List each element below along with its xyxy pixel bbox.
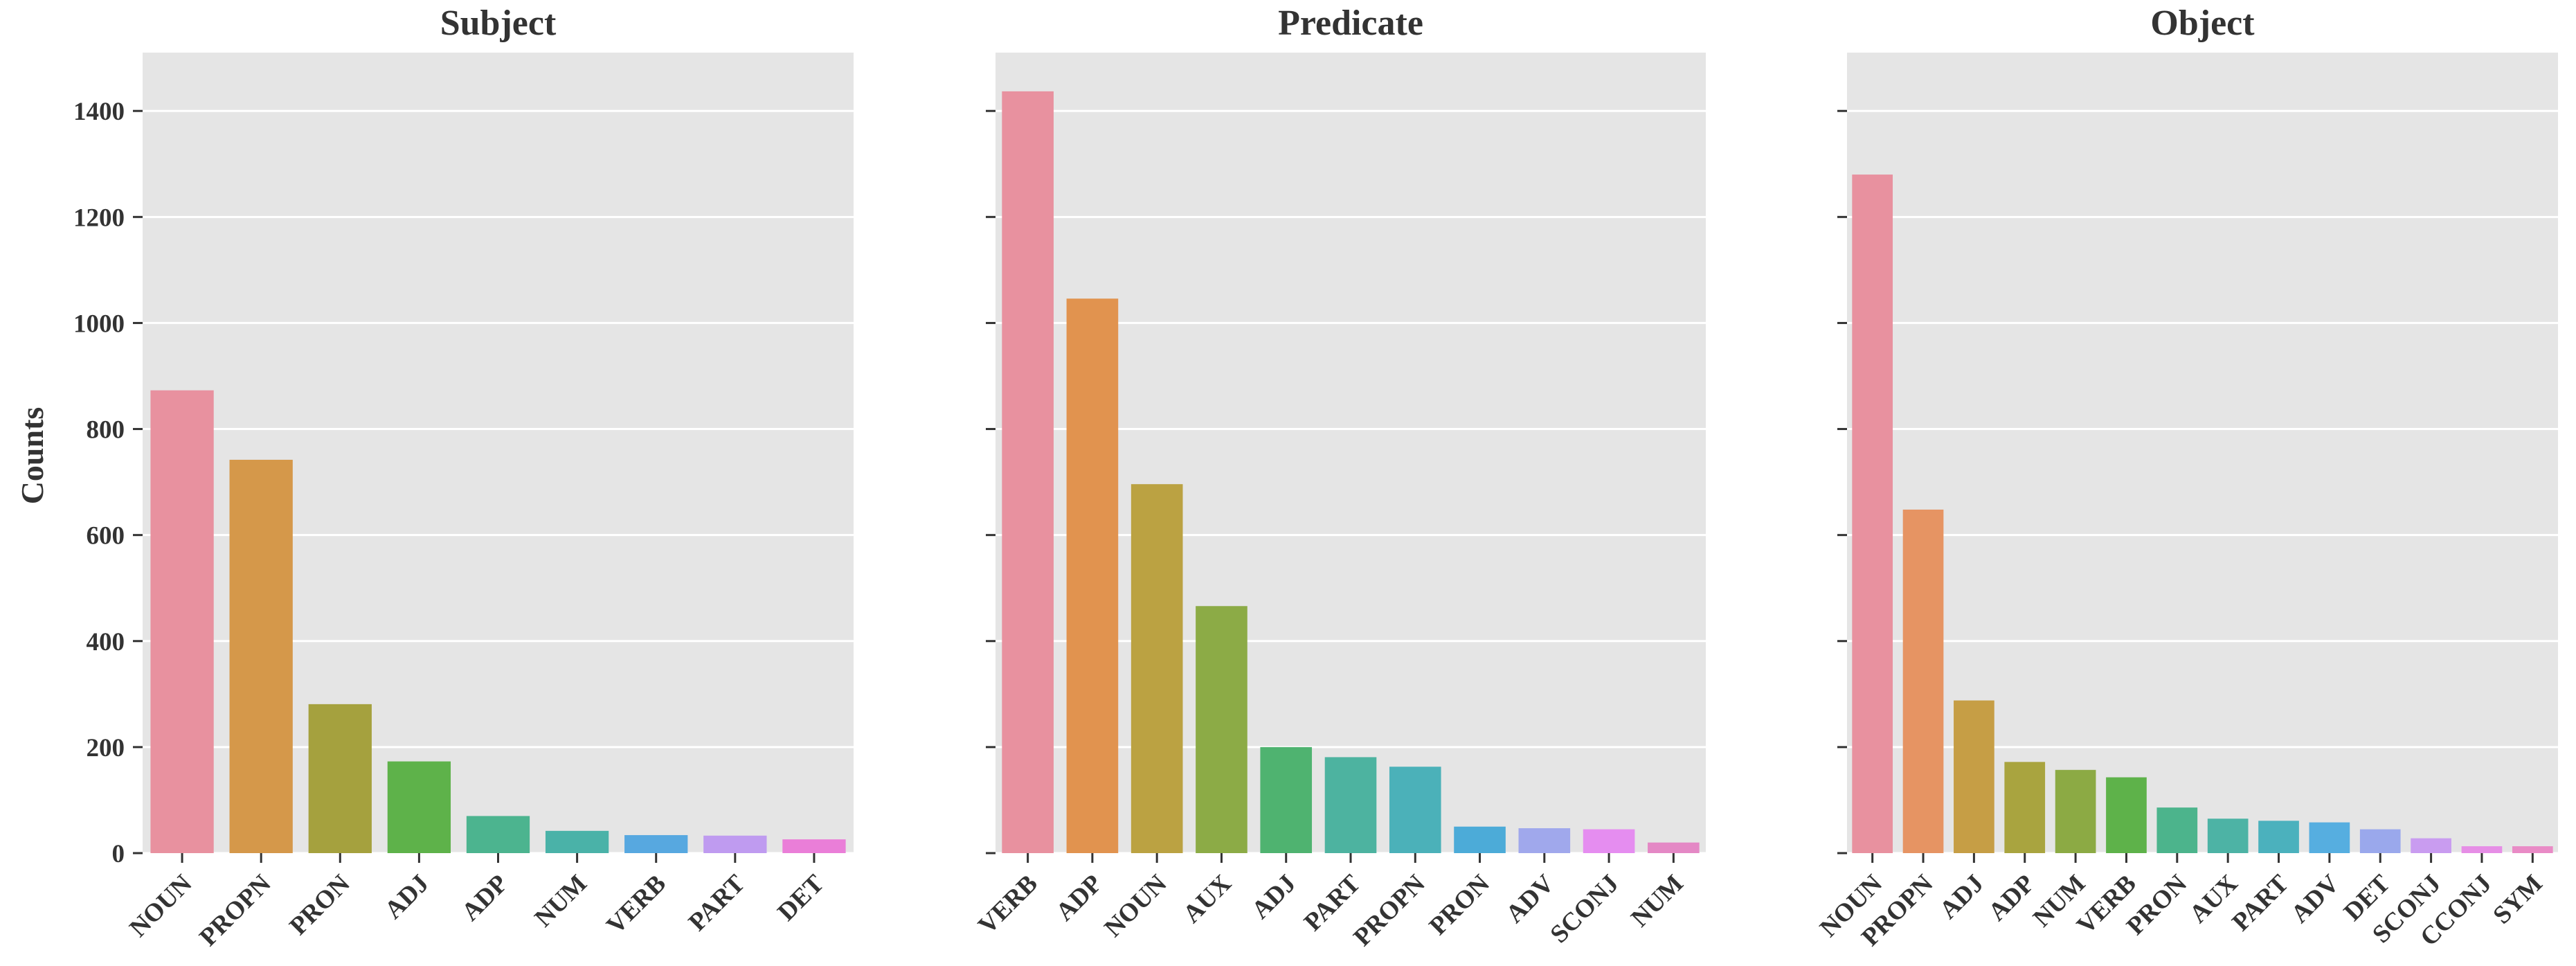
x-tick-label: AUX: [1178, 869, 1237, 929]
bar-verb: [624, 834, 688, 853]
x-tick-label: VERB: [973, 869, 1043, 940]
x-tick-label: ADP: [1051, 869, 1108, 927]
bar-adp: [1066, 298, 1119, 853]
x-tick-label: NUM: [1625, 869, 1688, 932]
y-tick-label: 0: [112, 840, 125, 868]
chart-panel-object: ObjectNOUNPROPNADJADPNUMVERBPRONAUXPARTA…: [1814, 3, 2558, 951]
x-tick-label: ADP: [456, 869, 514, 927]
bar-adj: [1954, 700, 1994, 853]
bar-pron: [1454, 826, 1506, 853]
y-tick-label: 1000: [73, 310, 125, 338]
bar-aux: [1196, 606, 1248, 853]
x-tick-label: SCONJ: [1545, 869, 1625, 949]
bar-part: [703, 835, 767, 853]
bar-part: [1324, 757, 1377, 853]
bar-det: [2359, 829, 2401, 853]
bar-propn: [1902, 509, 1944, 853]
bar-det: [782, 839, 846, 853]
bar-verb: [1002, 91, 1054, 853]
chart-panels: 0200400600800100012001400SubjectNOUNPROP…: [73, 3, 2558, 951]
bar-noun: [150, 390, 214, 853]
x-tick-label: SYM: [2488, 869, 2548, 929]
y-tick-label: 400: [87, 628, 125, 656]
x-tick-label: NOUN: [124, 869, 197, 942]
bar-adv: [2309, 822, 2350, 853]
bar-verb: [2106, 777, 2147, 853]
bar-pron: [308, 704, 372, 853]
bar-adj: [1260, 746, 1313, 853]
x-tick-label: NUM: [529, 869, 592, 932]
bar-propn: [229, 459, 293, 853]
x-tick-label: ADV: [2286, 869, 2345, 929]
bar-adp: [2004, 762, 2046, 853]
bar-sconj: [2411, 838, 2451, 853]
bar-part: [2258, 821, 2299, 853]
bar-pron: [2156, 807, 2198, 853]
x-tick-label: NOUN: [1099, 869, 1173, 942]
y-tick-label: 800: [87, 416, 125, 445]
bar-num: [545, 830, 609, 853]
x-tick-label: ADV: [1501, 869, 1560, 929]
chart-panel-subject: 0 200 400 600 800 1000 1200 1400 Subject NOUNPROP…: [73, 3, 854, 951]
x-tick-label: ADP: [1983, 869, 2040, 927]
bar-sconj: [1583, 829, 1635, 853]
bar-adj: [387, 761, 451, 853]
bar-num: [2055, 769, 2096, 853]
x-tick-label: ADJ: [1246, 869, 1301, 924]
x-tick-label: VERB: [601, 869, 672, 940]
y-tick-label: 1400: [73, 98, 125, 126]
x-tick-label: PART: [683, 869, 751, 937]
bar-sym: [2512, 846, 2553, 853]
y-tick-label: 1200: [73, 204, 125, 232]
x-tick-label: PRON: [1424, 869, 1495, 940]
bar-adv: [1518, 828, 1571, 853]
x-tick-label: PART: [2227, 869, 2295, 937]
bar-aux: [2207, 819, 2249, 853]
bar-noun: [1852, 175, 1893, 853]
x-tick-label: DET: [773, 869, 830, 927]
bar-propn: [1389, 767, 1441, 853]
chart-title: Subject: [440, 3, 557, 43]
bar-cconj: [2461, 846, 2503, 853]
y-tick-label: 600: [87, 522, 125, 551]
x-tick-label: PROPN: [1349, 869, 1431, 951]
bar-noun: [1131, 484, 1183, 853]
bar-adp: [466, 816, 530, 853]
x-tick-label: ADJ: [379, 869, 435, 924]
y-axis-label: Counts: [15, 407, 50, 505]
x-tick-label: ADJ: [1934, 869, 1990, 924]
x-tick-label: PRON: [285, 869, 356, 940]
x-tick-label: PROPN: [194, 869, 276, 951]
chart-title: Predicate: [1278, 3, 1423, 43]
bar-num: [1648, 842, 1700, 853]
y-tick-label: 200: [87, 734, 125, 762]
chart-title: Object: [2150, 3, 2255, 43]
